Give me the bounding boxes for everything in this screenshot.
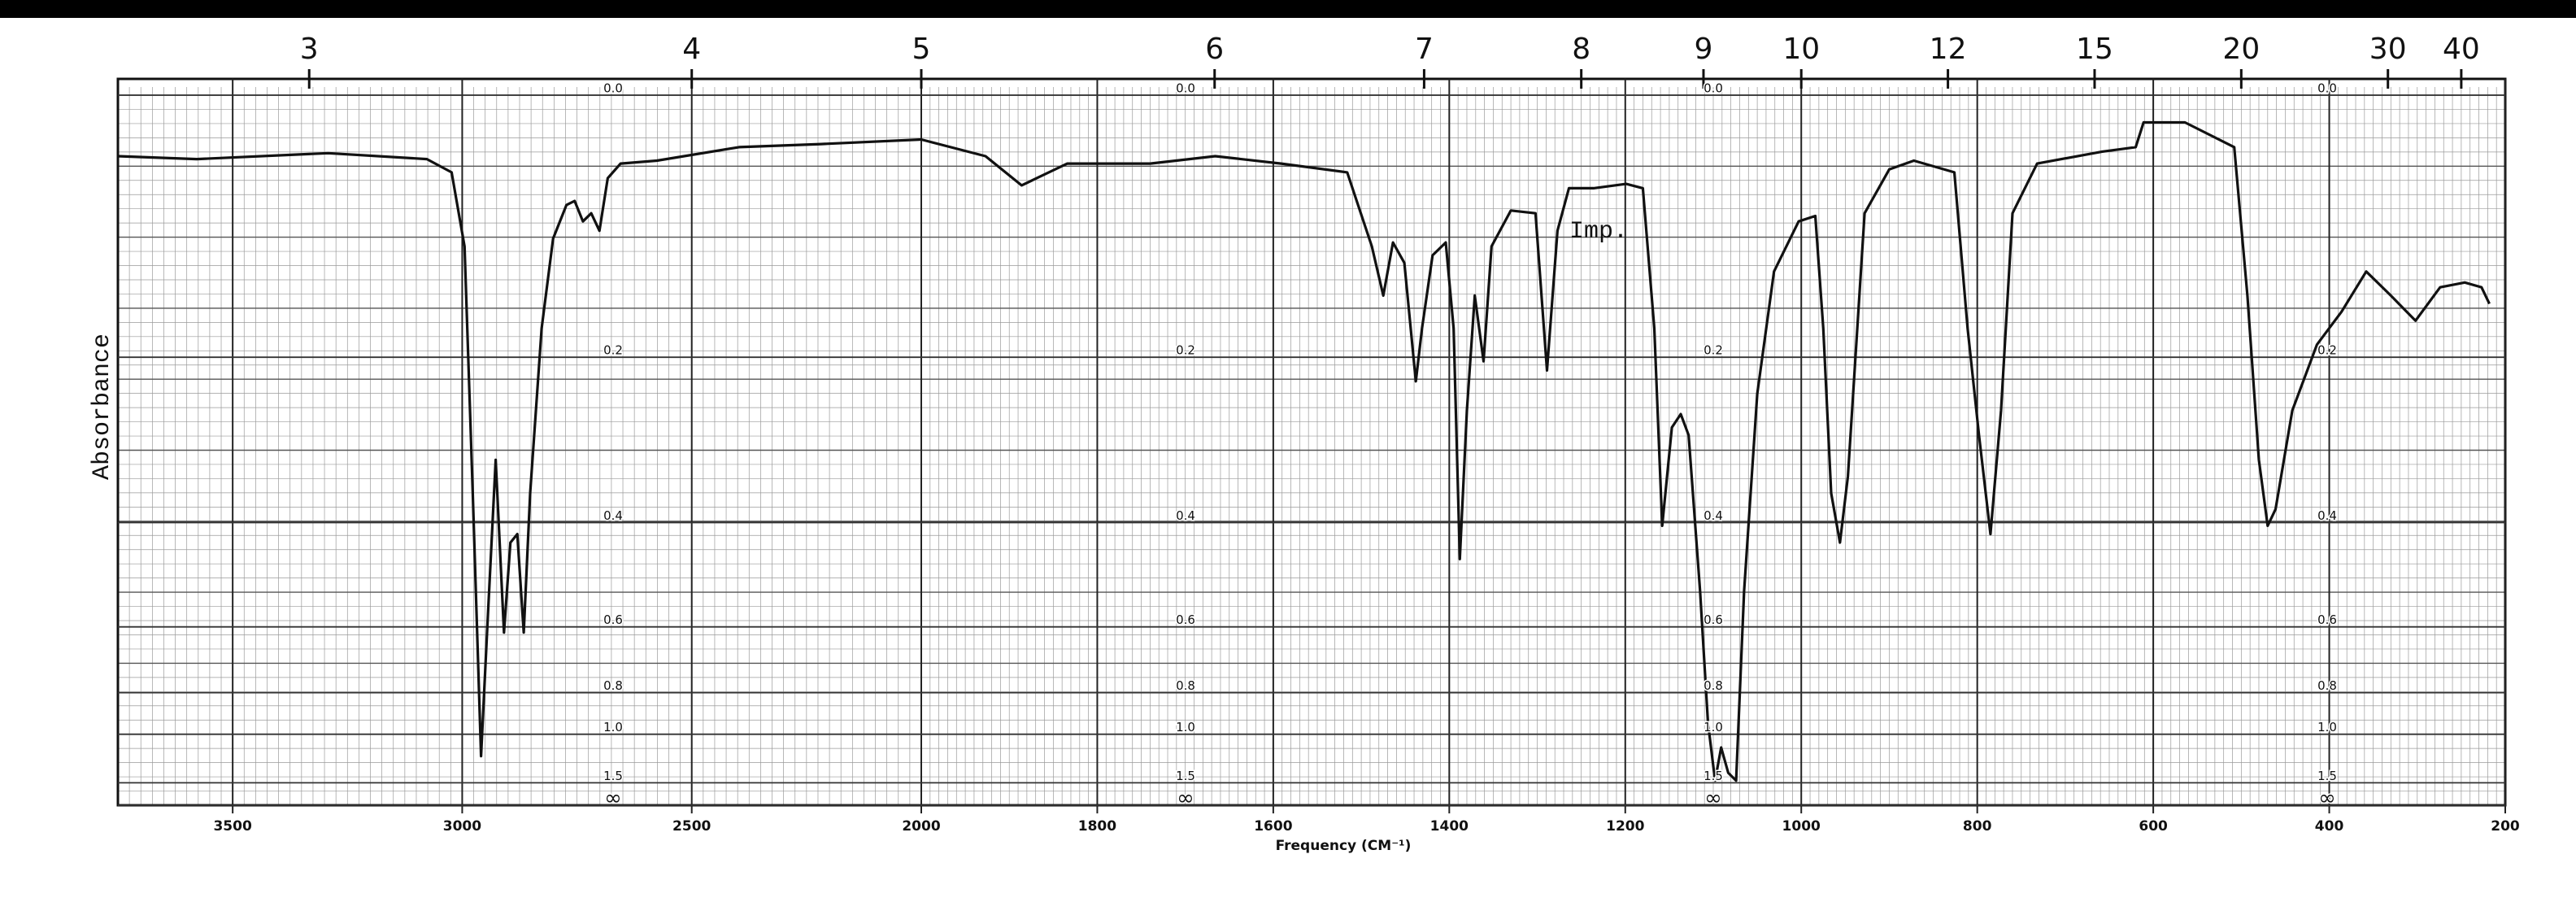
- x-tick-label: 600: [2139, 818, 2168, 835]
- x2-tick-label: 20: [2222, 33, 2260, 66]
- x-axis-label: Frequency (CM⁻¹): [1276, 838, 1412, 854]
- marks: [117, 120, 2491, 782]
- y-tick-label: 0.2: [603, 343, 623, 358]
- x2-tick-label: 3: [300, 33, 319, 66]
- x2-tick-label: 5: [912, 33, 931, 66]
- x2-tick-label: 8: [1572, 33, 1590, 66]
- y-tick-label: 0.6: [2317, 612, 2337, 627]
- y-tick-label: ∞: [1177, 787, 1194, 811]
- y-tick-label: 1.0: [2317, 720, 2337, 734]
- x2-tick-label: 30: [2369, 33, 2407, 66]
- y-tick-label: 1.0: [603, 720, 623, 734]
- x-tick-label: 200: [2491, 818, 2520, 835]
- x2-tick-label: 6: [1205, 33, 1224, 66]
- y-tick-label: ∞: [1704, 787, 1722, 811]
- x-tick-label: 3000: [443, 818, 481, 835]
- grid: [116, 69, 2507, 813]
- y-axis-label: Absorbance: [89, 333, 116, 480]
- x-tick-label: 2000: [902, 818, 940, 835]
- y-tick-label: 0.8: [2317, 678, 2337, 693]
- y-tick-label: ∞: [2318, 787, 2336, 811]
- y-tick-label: ∞: [604, 787, 622, 811]
- y-tick-label: 1.5: [1176, 769, 1195, 783]
- x-tick-label: 800: [1963, 818, 1992, 835]
- y-tick-label: 0.8: [603, 678, 623, 693]
- y-tick-label: 0.8: [1704, 678, 1723, 693]
- x2-tick-label: 15: [2076, 33, 2113, 66]
- y-tick-label: 0.8: [1176, 678, 1195, 693]
- scan-border: [0, 0, 2576, 18]
- x-tick-label: 1600: [1254, 818, 1292, 835]
- y-tick-label: 0.0: [1704, 81, 1723, 96]
- y-tick-label: 0.2: [1176, 343, 1195, 358]
- y-tick-label: 0.4: [2317, 508, 2337, 523]
- y-tick-label: 0.0: [2317, 81, 2337, 96]
- y-tick-label: 0.6: [1704, 612, 1723, 627]
- y-tick-label: 0.2: [2317, 343, 2337, 358]
- annotation: Imp.: [1569, 218, 1628, 246]
- x2-tick-label: 12: [1930, 33, 1967, 66]
- y-tick-label: 0.4: [1704, 508, 1723, 523]
- y-tick-label: 1.5: [603, 769, 623, 783]
- x-tick-label: 400: [2315, 818, 2344, 835]
- y-tick-label: 0.0: [603, 81, 623, 96]
- x-tick-label: 1400: [1430, 818, 1469, 835]
- x-tick-label: 1200: [1606, 818, 1644, 835]
- y-tick-label: 1.5: [1704, 769, 1723, 783]
- x-tick-label: 1800: [1078, 818, 1116, 835]
- x2-tick-label: 9: [1695, 33, 1713, 66]
- y-tick-label: 1.5: [2317, 769, 2337, 783]
- y-tick-label: 0.4: [1176, 508, 1195, 523]
- x2-tick-label: 10: [1782, 33, 1820, 66]
- y-tick-label: 0.2: [1704, 343, 1723, 358]
- x-tick-label: 1000: [1782, 818, 1821, 835]
- y-tick-label: 1.0: [1704, 720, 1723, 734]
- x-tick-label: 3500: [213, 818, 251, 835]
- spectrum-line: [117, 120, 2491, 782]
- x2-tick-label: 7: [1415, 33, 1434, 66]
- x2-tick-label: 40: [2443, 33, 2480, 66]
- y-tick-label: 0.0: [1176, 81, 1195, 96]
- y-tick-label: 0.4: [603, 508, 623, 523]
- y-tick-label: 1.0: [1176, 720, 1195, 734]
- x2-tick-label: 4: [682, 33, 701, 66]
- y-tick-label: 0.6: [603, 612, 623, 627]
- y-tick-label: 0.6: [1176, 612, 1195, 627]
- x-tick-label: 2500: [672, 818, 711, 835]
